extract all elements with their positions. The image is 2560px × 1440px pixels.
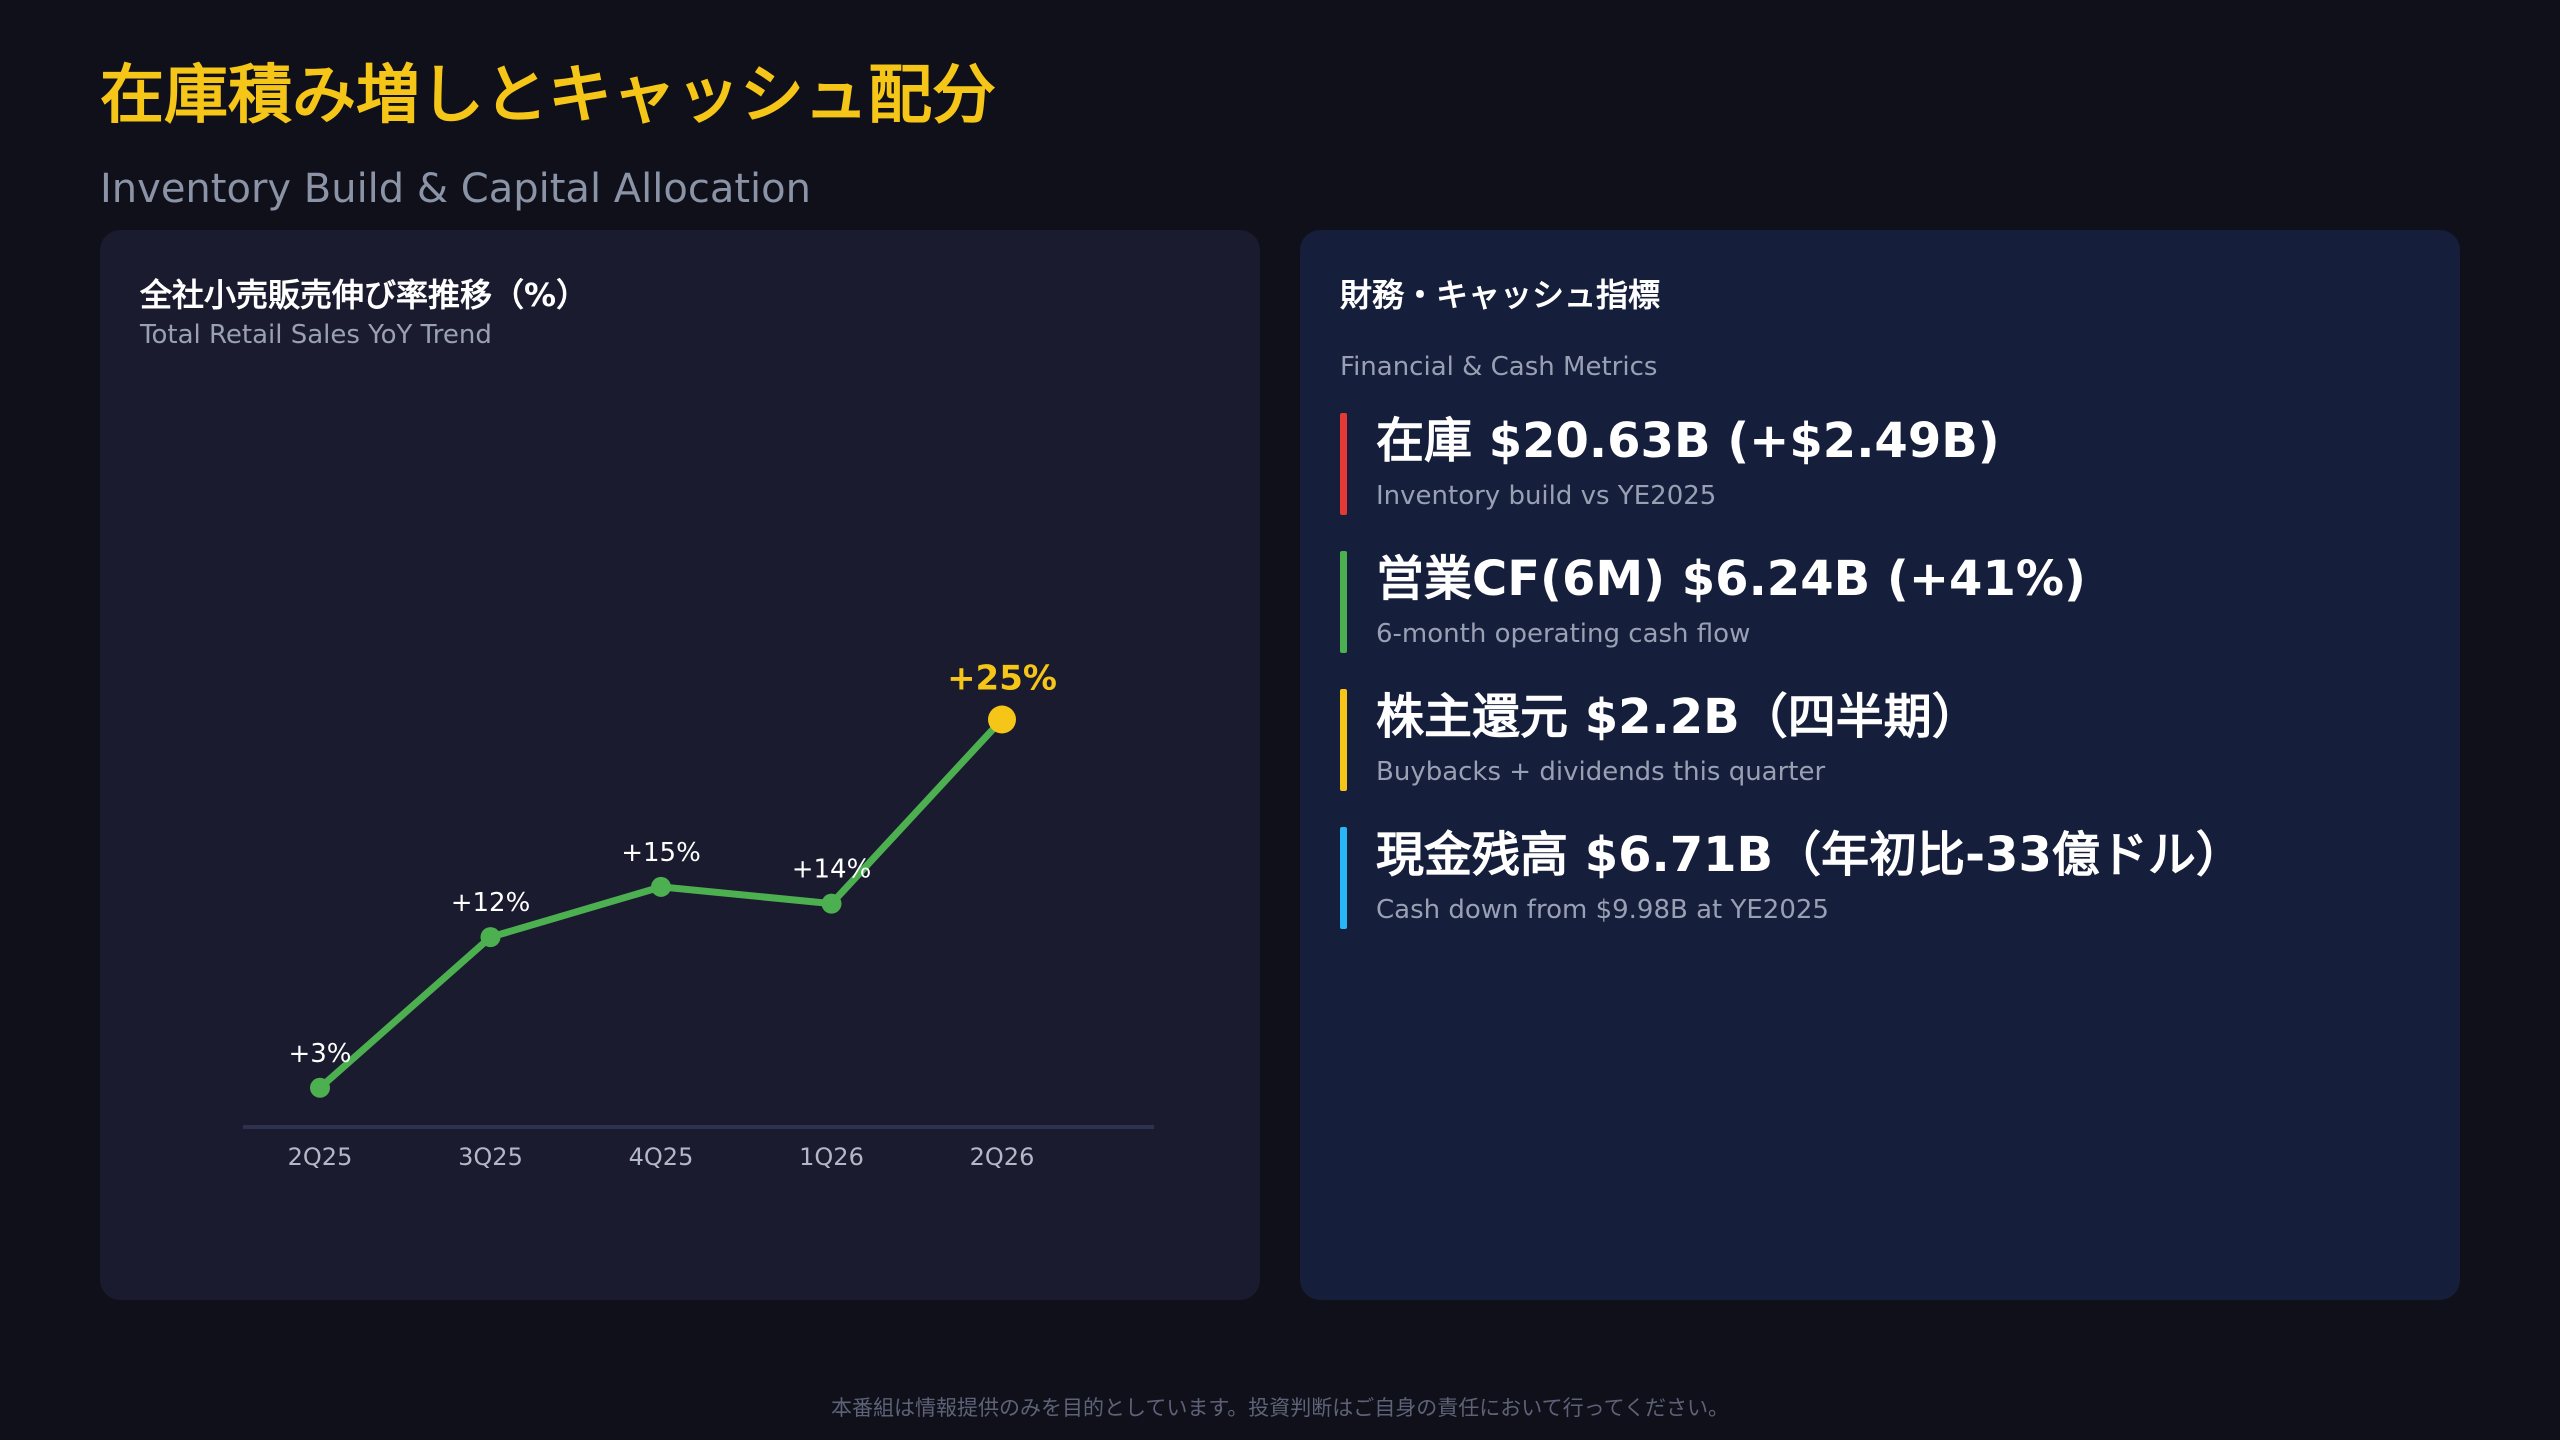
metrics-card-title: 財務・キャッシュ指標	[1340, 276, 1661, 314]
x-tick-label: 1Q26	[799, 1143, 864, 1171]
metric-accent-bar	[1340, 551, 1347, 653]
chart-card-title: 全社小売販売伸び率推移（%）	[140, 276, 589, 314]
x-tick-label: 2Q26	[970, 1143, 1035, 1171]
metric-shareholder-returns: 株主還元 $2.2B（四半期） Buybacks + dividends thi…	[1340, 689, 2420, 791]
x-tick-label: 3Q25	[458, 1143, 523, 1171]
metric-description: Inventory build vs YE2025	[1376, 481, 1717, 511]
data-point	[651, 876, 671, 897]
retail-sales-line-chart: +3% 2Q25 +12% 3Q25 +15% 4Q25 +14% 1Q26 +25% 2Q26	[243, 659, 1154, 1171]
page-subtitle: Inventory Build & Capital Allocation	[100, 166, 811, 212]
metric-description: 6-month operating cash flow	[1376, 619, 1751, 649]
metric-accent-bar	[1340, 689, 1347, 791]
disclaimer: 本番組は情報提供のみを目的としています。投資判断はご自身の責任において行ってくだ…	[831, 1396, 1729, 1420]
financial-metrics-card: 財務・キャッシュ指標 Financial & Cash Metrics 在庫 $…	[1300, 230, 2460, 1300]
metric-inventory: 在庫 $20.63B (+$2.49B) Inventory build vs …	[1340, 413, 2420, 515]
metric-cash-balance: 現金残高 $6.71B（年初比-33億ドル） Cash down from $9…	[1340, 827, 2420, 929]
data-point	[480, 927, 501, 948]
metric-accent-bar	[1340, 827, 1347, 929]
data-label: +12%	[451, 888, 531, 918]
x-tick-label: 4Q25	[629, 1143, 694, 1171]
data-point	[310, 1077, 330, 1098]
data-label: +3%	[288, 1039, 351, 1069]
data-point	[821, 893, 842, 914]
series-line	[316, 716, 1006, 1092]
data-point	[988, 705, 1016, 734]
metric-value: 営業CF(6M) $6.24B (+41%)	[1376, 551, 2086, 607]
data-label: +14%	[792, 855, 872, 885]
page-title: 在庫積み増しとキャッシュ配分	[100, 59, 996, 133]
metric-value: 株主還元 $2.2B（四半期）	[1376, 689, 1980, 745]
metric-value: 在庫 $20.63B (+$2.49B)	[1376, 413, 2000, 469]
metric-accent-bar	[1340, 413, 1347, 515]
x-tick-label: 2Q25	[288, 1143, 353, 1171]
data-label: +15%	[621, 838, 701, 868]
metrics-card-subtitle: Financial & Cash Metrics	[1340, 352, 1658, 382]
chart-card-subtitle: Total Retail Sales YoY Trend	[140, 320, 492, 350]
retail-sales-chart-card: 全社小売販売伸び率推移（%） Total Retail Sales YoY Tr…	[100, 230, 1260, 1300]
metric-description: Buybacks + dividends this quarter	[1376, 757, 1826, 787]
metric-operating-cash-flow: 営業CF(6M) $6.24B (+41%) 6-month operating…	[1340, 551, 2420, 653]
data-label: +25%	[947, 659, 1057, 699]
metric-value: 現金残高 $6.71B（年初比-33億ドル）	[1376, 827, 2244, 883]
metric-description: Cash down from $9.98B at YE2025	[1376, 895, 1829, 925]
